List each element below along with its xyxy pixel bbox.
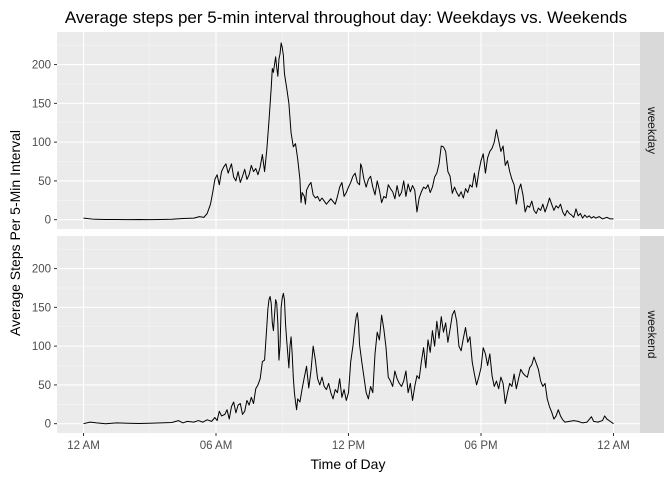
facet-strip [640, 236, 664, 433]
y-axis-title: Average Steps Per 5-Min Interval [7, 130, 23, 336]
x-axis-title: Time of Day [311, 456, 386, 472]
y-tick-label: 150 [32, 98, 51, 110]
x-tick-label: 06 AM [200, 440, 233, 452]
facet-label-weekday: weekday [645, 106, 659, 154]
y-tick-label: 50 [38, 176, 51, 188]
facet-label-weekend: weekend [645, 309, 659, 358]
x-tick-label: 12 AM [67, 440, 100, 452]
x-tick-label: 12 PM [332, 440, 365, 452]
x-tick-label: 12 AM [597, 440, 630, 452]
y-tick-label: 100 [32, 341, 51, 353]
series-line-weekend [83, 292, 614, 425]
y-tick-label: 0 [45, 419, 51, 431]
y-tick-label: 200 [32, 60, 51, 72]
panel-weekend: 0 50 100 150 200 weekend [32, 236, 664, 433]
y-tick-label: 50 [38, 380, 51, 392]
facet-strip [640, 32, 664, 229]
series-line-weekday [83, 42, 614, 221]
chart-title: Average steps per 5-min interval through… [65, 8, 627, 27]
y-tick-label: 150 [32, 302, 51, 314]
panel-weekday: 0 50 100 150 200 weekday [32, 32, 664, 229]
y-tick-label: 0 [45, 215, 51, 227]
y-tick-label: 200 [32, 264, 51, 276]
y-tick-label: 100 [32, 137, 51, 149]
x-tick-label: 06 PM [464, 440, 497, 452]
plot-area: 0 50 100 150 200 weekday 0 50 100 150 200 weekend 12… [32, 32, 664, 452]
